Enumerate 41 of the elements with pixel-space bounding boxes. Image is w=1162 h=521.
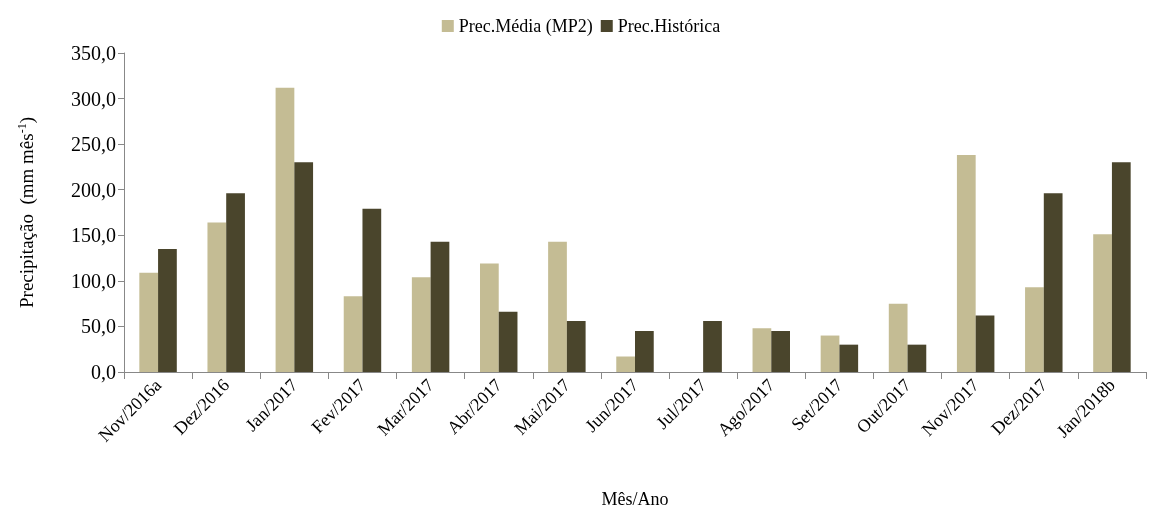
bar (1025, 287, 1044, 372)
bar (411, 277, 431, 372)
bar (888, 303, 908, 372)
bar (207, 222, 227, 372)
bar (839, 344, 859, 372)
legend-label: Prec.Histórica (617, 16, 721, 36)
bar (907, 344, 927, 372)
bar (1111, 162, 1131, 372)
x-axis-title: Mês/Ano (601, 489, 669, 509)
bar (956, 155, 976, 372)
bar (362, 208, 382, 372)
y-tick-label: 200,0 (71, 178, 116, 201)
bar (635, 330, 654, 372)
legend-label: Prec.Média (MP2) (458, 16, 593, 37)
bar (275, 87, 295, 372)
bar (498, 311, 518, 372)
y-tick-label: 100,0 (71, 269, 116, 292)
y-tick-label: 0,0 (91, 361, 116, 383)
y-tick-label: 50,0 (81, 315, 116, 338)
y-axis-title: Precipitação (mm mês-1) (15, 117, 38, 308)
bar (158, 248, 177, 372)
bar (616, 356, 635, 372)
y-tick-label: 350,0 (71, 42, 116, 64)
bar (1093, 234, 1112, 372)
bar (1043, 193, 1063, 372)
bar (771, 330, 790, 372)
y-tick-label: 150,0 (71, 224, 116, 247)
y-tick-label: 250,0 (71, 133, 116, 156)
bar (548, 241, 567, 372)
bar (430, 241, 450, 372)
bar (226, 193, 245, 372)
bar (752, 328, 772, 372)
bar (343, 296, 363, 372)
y-tick-label: 300,0 (71, 87, 116, 110)
bar (294, 162, 314, 372)
bar (975, 315, 995, 372)
bar (820, 335, 840, 372)
bar (480, 263, 499, 372)
bar (139, 272, 159, 372)
bar (703, 320, 722, 372)
bar (566, 320, 586, 372)
